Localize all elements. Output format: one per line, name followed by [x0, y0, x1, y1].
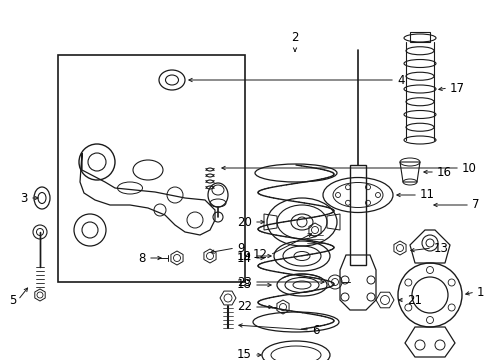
Text: 20: 20 [237, 216, 252, 229]
Text: 14: 14 [237, 252, 252, 265]
Bar [410, 32, 430, 42]
Text: 10: 10 [462, 162, 477, 175]
Text: 19: 19 [237, 249, 252, 262]
Text: 21: 21 [407, 293, 422, 306]
Text: 18: 18 [237, 279, 252, 292]
Text: 11: 11 [420, 189, 435, 202]
Text: 3: 3 [21, 192, 28, 204]
Text: 4: 4 [397, 73, 405, 86]
Text: 16: 16 [437, 166, 452, 179]
Bar [350, 165, 366, 265]
Text: 6: 6 [312, 324, 319, 337]
Text: 22: 22 [237, 301, 252, 314]
Text: 1: 1 [477, 285, 485, 298]
Text: 23: 23 [237, 275, 252, 288]
Text: 15: 15 [237, 348, 252, 360]
Text: 7: 7 [472, 198, 480, 211]
Text: 12: 12 [253, 248, 268, 261]
Text: 8: 8 [139, 252, 146, 265]
Text: 9: 9 [237, 242, 245, 255]
Text: 13: 13 [434, 242, 449, 255]
Text: 17: 17 [450, 81, 465, 94]
Text: 5: 5 [9, 293, 16, 306]
Bar [58, 55, 245, 282]
Text: 2: 2 [291, 31, 299, 44]
